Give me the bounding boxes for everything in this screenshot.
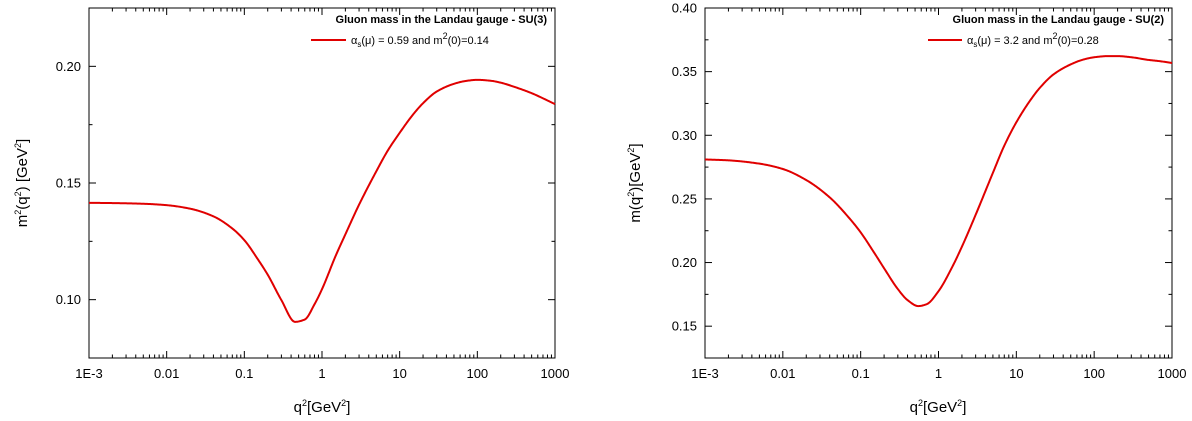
y-tick-label: 0.30 [672,128,697,143]
chart-su3: 1E-3 0.01 0.1 1 10 100 1000 0.10 0.15 0.20 Gluon… [13,7,569,416]
y-tick-label: 0.20 [672,255,697,270]
y-tick-label: 0.15 [672,319,697,334]
y-tick-label: 0.25 [672,191,697,206]
x-tick-label: 0.1 [852,366,870,381]
y-tick-label: 0.15 [56,176,81,191]
y-axis-title: m(q2)[GeV2] [626,143,644,222]
axis-ticks [88,7,556,359]
y-tick-labels: 0.15 0.20 0.25 0.30 0.35 0.40 [672,1,697,334]
legend-entry: αs(μ) = 3.2 and m2(0)=0.28 [967,31,1099,49]
legend-entry: αs(μ) = 0.59 and m2(0)=0.14 [351,31,489,49]
x-tick-label: 1 [318,366,325,381]
x-tick-label: 100 [466,366,488,381]
chart-title: Gluon mass in the Landau gauge - SU(2) [953,14,1165,26]
x-tick-label: 100 [1083,366,1105,381]
y-tick-label: 0.40 [672,1,697,16]
y-axis-title: m2(q2) [GeV2] [13,139,31,227]
x-axis-title: q2[GeV2] [910,398,967,416]
chart-su2: 1E-3 0.01 0.1 1 10 100 1000 0.150.200.250.300.… [626,1,1186,417]
x-tick-label: 1E-3 [691,366,718,381]
y-tick-label: 0.20 [56,59,81,74]
x-tick-label: 0.01 [770,366,795,381]
y-tick-label: 0.35 [672,64,697,79]
x-tick-label: 0.01 [154,366,179,381]
x-tick-label: 1000 [1158,366,1187,381]
x-tick-labels: 1E-3 0.01 0.1 1 10 100 1000 [691,366,1186,381]
plot-frame [704,7,1173,359]
x-tick-label: 1E-3 [75,366,102,381]
axis-ticks [704,7,1173,359]
x-tick-label: 1000 [541,366,570,381]
plot-frame [88,7,556,359]
x-tick-labels: 1E-3 0.01 0.1 1 10 100 1000 [75,366,569,381]
series-line [88,78,556,323]
x-tick-label: 1 [935,366,942,381]
y-tick-labels: 0.10 0.15 0.20 [56,59,81,307]
x-axis-title: q2[GeV2] [294,398,351,416]
series-line [704,55,1173,308]
y-tick-label: 0.10 [56,292,81,307]
x-tick-label: 10 [392,366,406,381]
x-tick-label: 0.1 [235,366,253,381]
chart-title: Gluon mass in the Landau gauge - SU(3) [336,14,548,26]
x-tick-label: 10 [1009,366,1023,381]
